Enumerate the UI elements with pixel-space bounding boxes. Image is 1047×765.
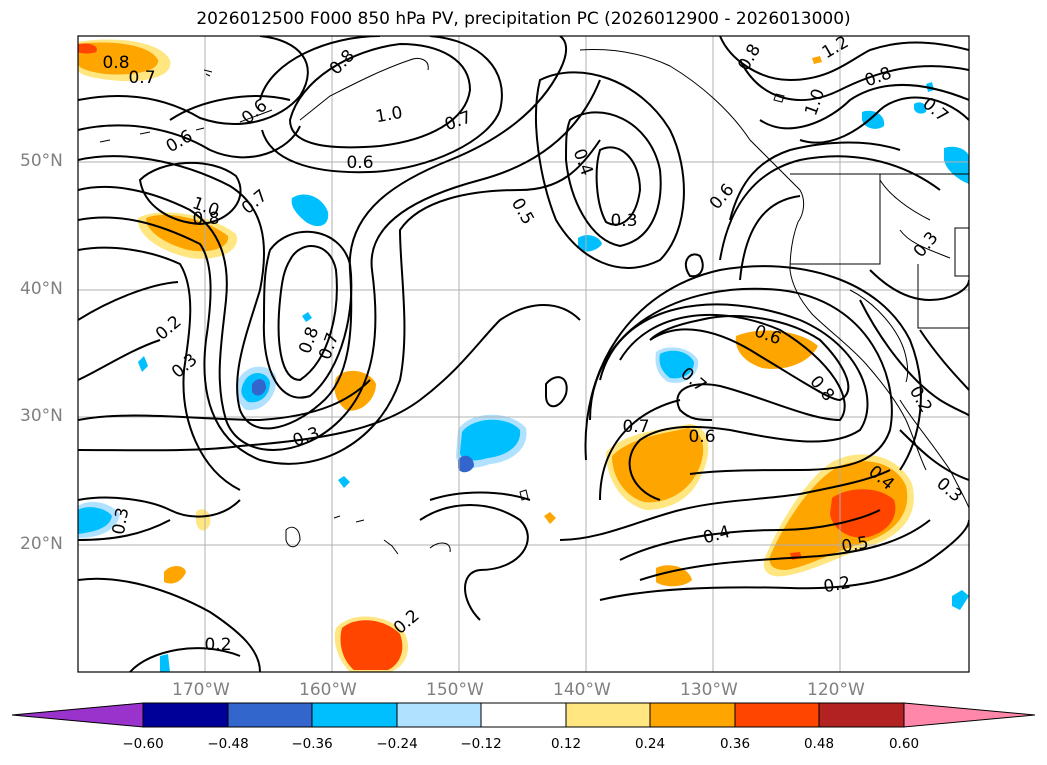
contour-label: 0.2	[152, 312, 186, 345]
lon-label: 150°W	[426, 680, 484, 700]
colorbar-bin	[649, 702, 736, 728]
colorbar-bin	[142, 702, 229, 728]
plot-frame	[77, 35, 970, 673]
contour-label: 0.3	[610, 211, 637, 231]
contour-label: 0.2	[204, 635, 231, 655]
colorbar-bin	[480, 702, 567, 728]
colorbar-underflow	[11, 702, 144, 728]
contour-label: 0.3	[932, 474, 966, 507]
lon-label: 160°W	[299, 680, 357, 700]
colorbar-bin	[396, 702, 482, 728]
negative-anomaly-regions	[78, 82, 969, 672]
colorbar-tick-label: 0.24	[634, 736, 666, 752]
pv-contours	[78, 36, 969, 672]
contour-label: 1.0	[374, 103, 404, 127]
contour-label: 1.0	[801, 86, 829, 118]
lon-label: 120°W	[807, 680, 865, 700]
colorbar-bin	[818, 702, 905, 728]
contour-label: 0.6	[346, 153, 373, 173]
contour-label: 0.6	[163, 126, 196, 157]
colorbar-bin	[565, 702, 651, 728]
contour-label: 0.8	[734, 41, 765, 74]
contour-label: 0.8	[326, 46, 359, 79]
lon-label: 140°W	[553, 680, 611, 700]
colorbar-bin	[311, 702, 398, 728]
lon-label: 130°W	[680, 680, 738, 700]
lat-label: 40°N	[20, 279, 63, 299]
lat-label: 30°N	[20, 406, 63, 426]
contour-label: 1.2	[819, 32, 852, 63]
contour-label: 0.3	[109, 506, 133, 536]
colorbar-tick-label: −0.36	[291, 736, 333, 752]
contour-label: 0.7	[128, 68, 155, 88]
coastlines	[99, 49, 969, 555]
colorbar-bin	[734, 702, 820, 728]
colorbar-tick-label: −0.12	[460, 736, 502, 752]
contour-label: 0.2	[822, 573, 852, 597]
colorbar-bin	[227, 702, 313, 728]
plot-title: 2026012500 F000 850 hPa PV, precipitatio…	[196, 9, 851, 29]
contour-label: 0.8	[102, 53, 129, 73]
contour-label: 0.3	[910, 228, 943, 262]
colorbar-tick-label: −0.60	[122, 736, 164, 752]
contour-label: 0.5	[840, 533, 870, 557]
contour-label: 0.8	[862, 63, 894, 91]
colorbar-overflow	[903, 702, 1036, 728]
colorbar-tick-label: 0.60	[888, 736, 920, 752]
contour-label: 0.2	[905, 383, 936, 416]
contour-label: 0.3	[168, 350, 202, 383]
colorbar	[11, 702, 1036, 728]
colorbar-tick-label: −0.48	[207, 736, 249, 752]
contour-label: 0.7	[622, 417, 649, 437]
contour-label: 0.8	[192, 209, 219, 229]
contour-label: 0.7	[442, 107, 474, 135]
colorbar-tick-label: −0.24	[376, 736, 418, 752]
colorbar-tick-label: 0.12	[550, 736, 582, 752]
lon-label: 170°W	[172, 680, 230, 700]
positive-anomaly-regions	[78, 39, 914, 672]
colorbar-tick-label: 0.36	[719, 736, 751, 752]
lat-label: 50°N	[20, 151, 63, 171]
contour-label: 0.3	[290, 423, 322, 451]
contour-label: 0.7	[238, 186, 272, 219]
colorbar-tick-label: 0.48	[803, 736, 835, 752]
contour-label: 0.4	[701, 522, 732, 548]
contour-label: 0.6	[688, 427, 715, 447]
contour-label: 0.5	[507, 195, 538, 228]
lat-label: 20°N	[20, 534, 63, 554]
